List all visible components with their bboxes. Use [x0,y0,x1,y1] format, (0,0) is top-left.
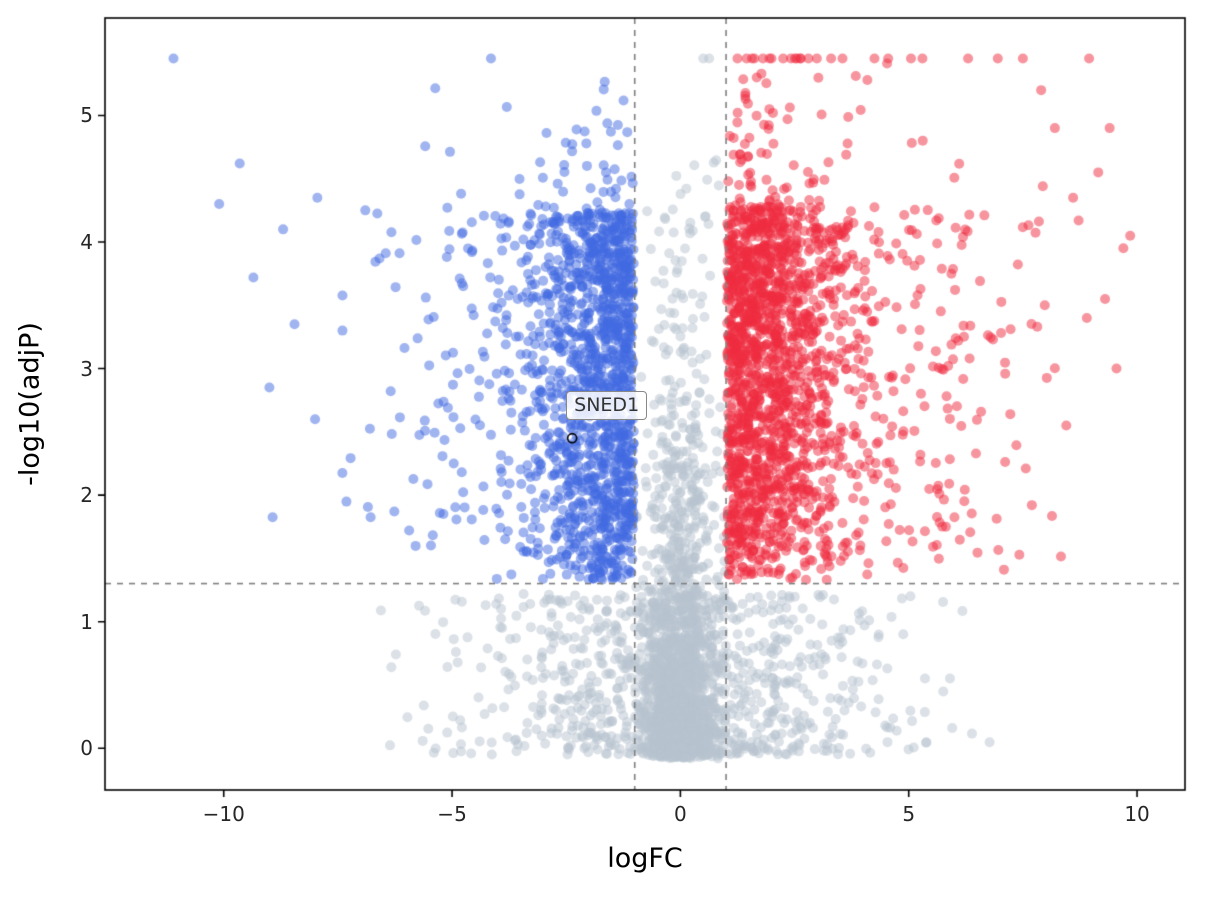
x-axis-label: logFC [607,843,683,874]
y-axis-label: -log10(adjP) [14,322,46,486]
gene-annotation-label: SNED1 [566,391,648,420]
